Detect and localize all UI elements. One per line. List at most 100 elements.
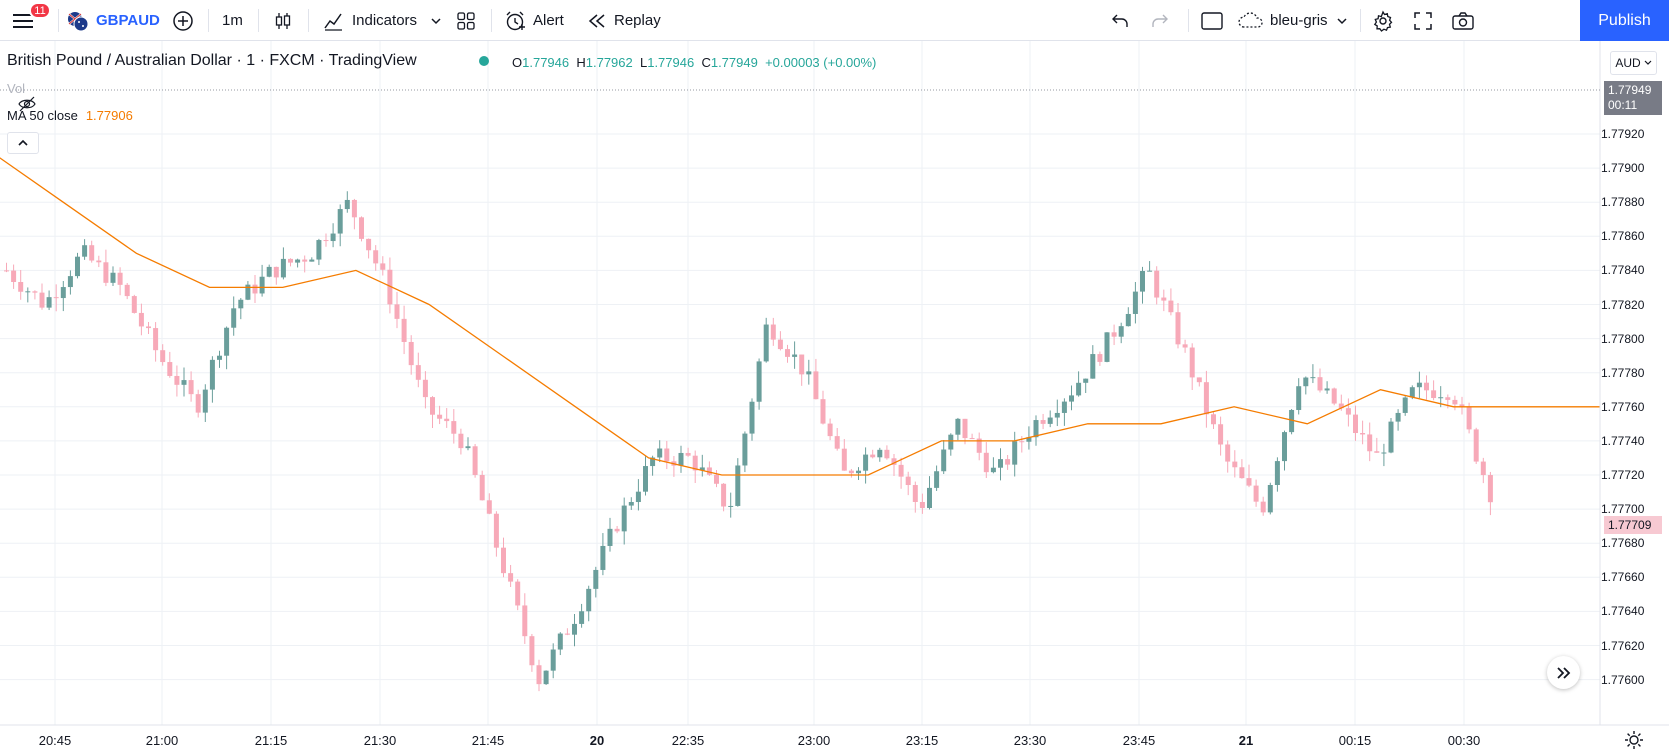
alert-button[interactable]: Alert (504, 0, 564, 41)
candle-body (912, 485, 918, 502)
candle-body (1097, 354, 1103, 362)
candle-body (848, 470, 854, 474)
candle-body (905, 476, 911, 486)
chart-type-button[interactable] (272, 0, 294, 41)
undo-button[interactable] (1110, 0, 1130, 41)
candle-body (1274, 461, 1280, 485)
candle-body (998, 459, 1003, 468)
candle-body (32, 291, 38, 293)
replay-label: Replay (614, 12, 661, 29)
close-value: 1.77949 (710, 55, 758, 70)
candle-body (721, 483, 727, 507)
price-tick-label: 1.77820 (1601, 297, 1645, 312)
fullscreen-button[interactable] (1412, 0, 1434, 41)
current-price-badge: 1.77949 00:11 (1604, 81, 1662, 115)
candle-body (1090, 354, 1096, 379)
candle-body (827, 423, 833, 437)
candle-body (955, 418, 961, 435)
last-price-badge: 1.77709 (1604, 516, 1662, 534)
candle-body (1424, 382, 1429, 391)
templates-button[interactable] (455, 0, 477, 41)
candle-body (245, 284, 251, 300)
redo-button[interactable] (1150, 0, 1170, 41)
price-tick-label: 1.77880 (1601, 195, 1645, 210)
candle-body (103, 262, 109, 283)
ma-value: 1.77906 (85, 108, 133, 123)
replay-button[interactable]: Replay (588, 0, 661, 41)
candle-body (138, 312, 144, 327)
high-value: 1.77962 (585, 55, 633, 70)
candle-body (628, 502, 634, 506)
indicators-dropdown[interactable] (430, 0, 442, 41)
save-layout-button[interactable]: bleu-gris (1238, 0, 1328, 41)
candle-body (799, 354, 805, 375)
interval-button[interactable]: 1m (222, 0, 243, 41)
change-value: +0.00003 (+0.00%) (765, 55, 877, 70)
indicators-button[interactable]: Indicators (322, 0, 417, 41)
candle-body (657, 448, 663, 458)
candle-body (983, 452, 989, 473)
candle-body (153, 328, 159, 351)
candle-body (1132, 291, 1138, 314)
scroll-to-realtime-button[interactable] (1547, 656, 1580, 689)
candle-body (962, 418, 968, 439)
candle-body (1360, 433, 1366, 435)
candle-body (969, 438, 975, 440)
candle-body (202, 389, 208, 413)
candle-body (4, 270, 9, 272)
candle-body (25, 291, 31, 293)
candle-body (1118, 326, 1124, 337)
series-title[interactable]: British Pound / Australian Dollar · 1 · … (7, 52, 417, 69)
indicators-label: Indicators (352, 12, 418, 29)
time-tick-label: 00:15 (1338, 733, 1372, 748)
candle-body (1416, 382, 1422, 388)
time-tick-label: 21:30 (363, 733, 397, 748)
candle-body (1012, 441, 1018, 465)
bar-countdown: 00:11 (1608, 98, 1638, 112)
menu-button[interactable] (12, 0, 34, 41)
candle-body (117, 272, 123, 285)
candle-body (302, 259, 308, 262)
price-tick-label: 1.77840 (1601, 263, 1645, 278)
market-status-dot[interactable] (479, 56, 489, 66)
candle-body (621, 505, 627, 532)
collapse-legend-button[interactable] (7, 132, 39, 154)
open-label: O (512, 55, 523, 70)
gear-icon (1373, 10, 1393, 32)
candle-body (479, 474, 485, 501)
candle-body (131, 296, 137, 313)
candle-body (600, 545, 606, 570)
publish-button[interactable]: Publish (1580, 0, 1669, 41)
chevron-down-icon (1644, 60, 1652, 65)
layout-dropdown[interactable] (1336, 0, 1348, 41)
ma-legend[interactable]: MA 50 close 1.77906 (7, 108, 133, 123)
candle-body (1225, 444, 1231, 462)
candle-body (1367, 434, 1373, 452)
candle-body (259, 276, 265, 294)
axis-settings-button[interactable] (1624, 730, 1644, 750)
candle-body (1253, 485, 1259, 502)
candle-body (224, 327, 230, 356)
candle-body (664, 448, 670, 462)
eye-crossed-icon[interactable] (17, 96, 37, 112)
undo-icon (1112, 14, 1128, 27)
candle-body (1310, 377, 1316, 379)
symbol-search-button[interactable]: GBPAUD (67, 0, 160, 41)
price-tick-label: 1.77600 (1601, 672, 1645, 687)
candle-body (586, 588, 592, 612)
candle-body (834, 436, 840, 449)
candle-body (351, 199, 357, 218)
candle-body (1033, 420, 1039, 438)
open-value: 1.77946 (522, 55, 570, 70)
settings-button[interactable] (1372, 0, 1394, 41)
snapshot-button[interactable] (1451, 0, 1475, 41)
price-chart[interactable] (0, 41, 1669, 755)
volume-legend[interactable]: Vol (7, 81, 37, 112)
candle-body (344, 199, 350, 210)
candle-body (685, 452, 691, 456)
compare-button[interactable] (172, 0, 194, 41)
layout-select-button[interactable] (1200, 0, 1224, 41)
price-tick-label: 1.77860 (1601, 229, 1645, 244)
candle-body (635, 491, 641, 503)
currency-button[interactable]: AUD (1610, 51, 1657, 75)
